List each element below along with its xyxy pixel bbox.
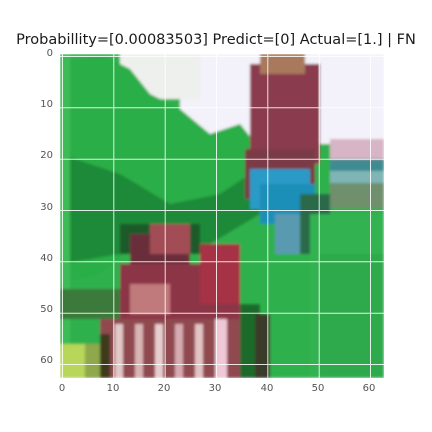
- y-tick-label: 50: [40, 304, 53, 315]
- y-tick-label: 10: [40, 99, 53, 110]
- x-tick-label: 10: [106, 383, 120, 394]
- y-tick-label: 0: [46, 48, 53, 59]
- figure-title: Probabillity=[0.00083503] Predict=[0] Ac…: [16, 32, 416, 48]
- image-canvas: [60, 54, 384, 378]
- y-tick-label: 30: [40, 202, 53, 213]
- y-tick-label: 40: [40, 253, 53, 264]
- x-tick-label: 60: [362, 383, 376, 394]
- x-tick-label: 20: [157, 383, 171, 394]
- y-tick-label: 60: [40, 355, 53, 366]
- y-tick-label: 20: [40, 150, 53, 161]
- x-tick-label: 0: [58, 383, 66, 394]
- x-tick-label: 40: [260, 383, 274, 394]
- x-tick-label: 30: [208, 383, 222, 394]
- grid-lines: [60, 54, 384, 378]
- pixel-image: [60, 54, 384, 378]
- x-tick-label: 50: [311, 383, 325, 394]
- image-plot-area: [60, 54, 384, 378]
